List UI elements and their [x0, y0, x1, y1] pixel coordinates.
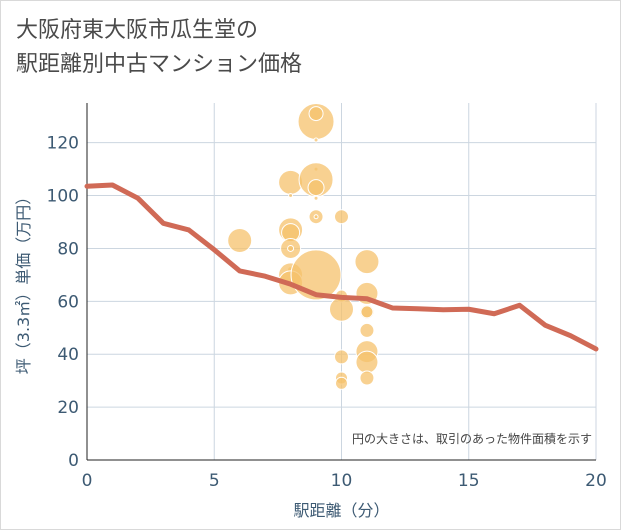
x-tick-label: 20 [585, 471, 607, 491]
y-tick-label: 60 [57, 292, 79, 312]
bubble-point [313, 214, 319, 220]
x-axis-label: 駅距離（分） [293, 501, 389, 520]
bubble-point [288, 193, 294, 199]
bubble-point [355, 350, 379, 374]
bubble-size-note: 円の大きさは、取引のあった物件面積を示す [352, 431, 592, 446]
bubble-point [335, 376, 348, 390]
bubble-point [329, 296, 354, 322]
x-tick-label: 15 [458, 471, 480, 491]
x-tick-label: 5 [209, 471, 220, 491]
y-tick-label: 120 [47, 134, 79, 154]
chart-title-line2: 駅距離別中古マンション価格 [16, 52, 303, 77]
bubble-series [227, 103, 380, 390]
bubble-point [359, 370, 375, 386]
y-tick-label: 0 [68, 451, 79, 471]
y-tick-label: 80 [57, 239, 79, 259]
chart-title-line1: 大阪府東大阪市瓜生堂の [16, 18, 259, 43]
bubble-point [354, 249, 380, 275]
x-tick-label: 0 [82, 471, 93, 491]
x-tick-label: 10 [331, 471, 353, 491]
bubble-point [308, 106, 324, 122]
plot-area [84, 103, 599, 461]
bubble-point [334, 349, 349, 365]
bubble-point [359, 322, 375, 338]
bubble-point [334, 209, 349, 225]
bubble-point [313, 137, 319, 143]
bubble-point [227, 228, 253, 254]
y-tick-label: 40 [57, 345, 79, 365]
bubble-point [287, 244, 295, 252]
bubble-point [313, 195, 319, 201]
y-axis-label: 坪（3.3㎡）単価（万円） [14, 189, 33, 374]
bubble-point [360, 305, 374, 319]
bubble-point [307, 179, 325, 197]
average-price-line [84, 182, 599, 352]
y-tick-label: 20 [57, 398, 79, 418]
y-tick-label: 100 [47, 187, 79, 207]
chart-title: 大阪府東大阪市瓜生堂の 駅距離別中古マンション価格 [16, 14, 302, 82]
